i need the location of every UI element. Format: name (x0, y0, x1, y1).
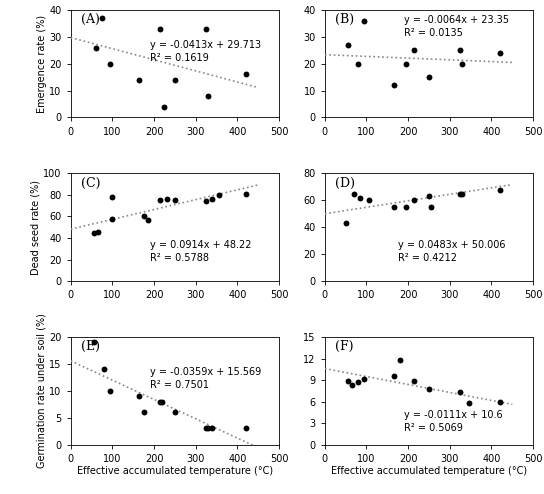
Point (204, 424, 213, 432)
Text: y = -0.0413x + 29.713: y = -0.0413x + 29.713 (150, 40, 261, 50)
Point (464, 399, 473, 407)
Point (160, 103, 169, 111)
Point (144, 216, 152, 224)
Text: R² = 0.5788: R² = 0.5788 (150, 253, 209, 263)
Point (158, 398, 166, 406)
Point (456, 190, 465, 198)
Point (425, 73, 434, 81)
Point (242, 424, 250, 432)
Point (354, 60, 362, 68)
Point (341, 219, 350, 227)
Point (91, 43, 100, 51)
Point (202, 424, 211, 432)
Point (496, 186, 504, 194)
Point (410, 46, 419, 54)
Point (410, 377, 419, 385)
Point (496, 49, 504, 57)
Point (242, 190, 250, 198)
Point (389, 372, 398, 380)
Text: R² = 0.1619: R² = 0.1619 (150, 53, 208, 63)
Text: y = 0.0914x + 48.22: y = 0.0914x + 48.22 (150, 240, 251, 250)
Point (364, 197, 373, 205)
Point (89, 229, 98, 237)
Point (348, 381, 356, 389)
Point (139, 409, 148, 416)
Point (425, 385, 434, 393)
Text: y = -0.0064x + 23.35: y = -0.0064x + 23.35 (404, 15, 509, 25)
Point (425, 192, 434, 200)
Text: (F): (F) (335, 340, 354, 353)
Point (360, 17, 369, 25)
Text: y = -0.0111x + 10.6: y = -0.0111x + 10.6 (404, 410, 503, 420)
Text: (C): (C) (81, 177, 101, 190)
Text: R² = 0.0135: R² = 0.0135 (404, 28, 463, 38)
Text: (D): (D) (335, 177, 355, 190)
Point (458, 60, 467, 68)
Point (410, 197, 419, 205)
Point (89, 338, 98, 346)
Point (458, 190, 467, 198)
Text: y = 0.0483x + 50.006: y = 0.0483x + 50.006 (398, 240, 505, 250)
Point (395, 356, 404, 364)
Point (94, 228, 102, 236)
Point (389, 203, 398, 211)
Point (208, 195, 217, 203)
Point (170, 409, 179, 416)
Text: y = -0.0359x + 15.569: y = -0.0359x + 15.569 (150, 367, 261, 377)
Point (456, 46, 465, 54)
Y-axis label: Dead seed rate (%): Dead seed rate (%) (30, 180, 41, 275)
Point (135, 76, 144, 84)
Text: (A): (A) (81, 13, 100, 26)
Point (135, 392, 144, 400)
Point (401, 203, 410, 211)
Text: R² = 0.7501: R² = 0.7501 (150, 380, 209, 390)
X-axis label: Effective accumulated temperature (°C): Effective accumulated temperature (°C) (331, 466, 527, 476)
Point (162, 195, 171, 203)
Text: (E): (E) (81, 340, 100, 353)
Text: R² = 0.5069: R² = 0.5069 (404, 423, 463, 433)
Point (242, 71, 250, 79)
Point (356, 194, 364, 202)
Point (456, 388, 465, 396)
Point (350, 190, 358, 198)
Point (100, 366, 108, 373)
Point (170, 197, 179, 205)
Point (426, 203, 435, 211)
Point (202, 25, 211, 33)
Point (202, 198, 211, 206)
Point (139, 212, 148, 220)
Point (106, 387, 115, 395)
Point (156, 197, 165, 205)
Point (496, 398, 504, 406)
Point (343, 41, 352, 49)
Point (156, 25, 165, 33)
Y-axis label: Emergence rate (%): Emergence rate (%) (36, 15, 47, 113)
Point (106, 60, 115, 68)
Point (170, 76, 179, 84)
Point (401, 60, 410, 68)
Text: (B): (B) (335, 13, 354, 26)
Point (108, 193, 117, 201)
Point (204, 92, 213, 100)
Point (389, 81, 398, 89)
Point (108, 215, 117, 223)
Point (156, 398, 165, 406)
Point (214, 191, 223, 199)
X-axis label: Effective accumulated temperature (°C): Effective accumulated temperature (°C) (77, 466, 273, 476)
Point (360, 374, 369, 382)
Y-axis label: Germination rate under soil (%): Germination rate under soil (%) (36, 313, 47, 468)
Point (208, 424, 217, 432)
Text: R² = 0.4212: R² = 0.4212 (398, 253, 457, 263)
Point (97, 14, 106, 22)
Point (343, 377, 352, 385)
Point (354, 378, 362, 386)
